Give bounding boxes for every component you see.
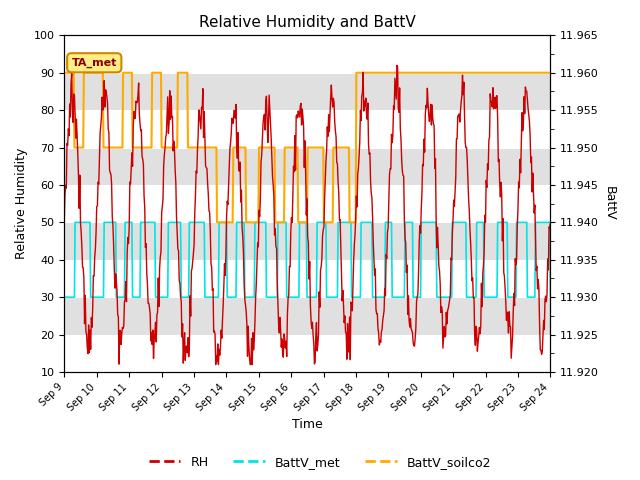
Bar (64, 147, 550, 185)
Legend: RH, BattV_met, BattV_soilco2: RH, BattV_met, BattV_soilco2 (144, 451, 496, 474)
Bar (64, 335, 550, 372)
Bar (64, 110, 550, 147)
Y-axis label: BattV: BattV (603, 186, 616, 221)
Y-axis label: Relative Humidity: Relative Humidity (15, 148, 28, 259)
X-axis label: Time: Time (292, 419, 323, 432)
Title: Relative Humidity and BattV: Relative Humidity and BattV (199, 15, 416, 30)
Bar (64, 36, 550, 73)
Bar (64, 297, 550, 335)
Text: TA_met: TA_met (72, 58, 117, 68)
Bar (64, 73, 550, 110)
Bar (64, 260, 550, 297)
Bar (64, 185, 550, 222)
Bar (64, 222, 550, 260)
